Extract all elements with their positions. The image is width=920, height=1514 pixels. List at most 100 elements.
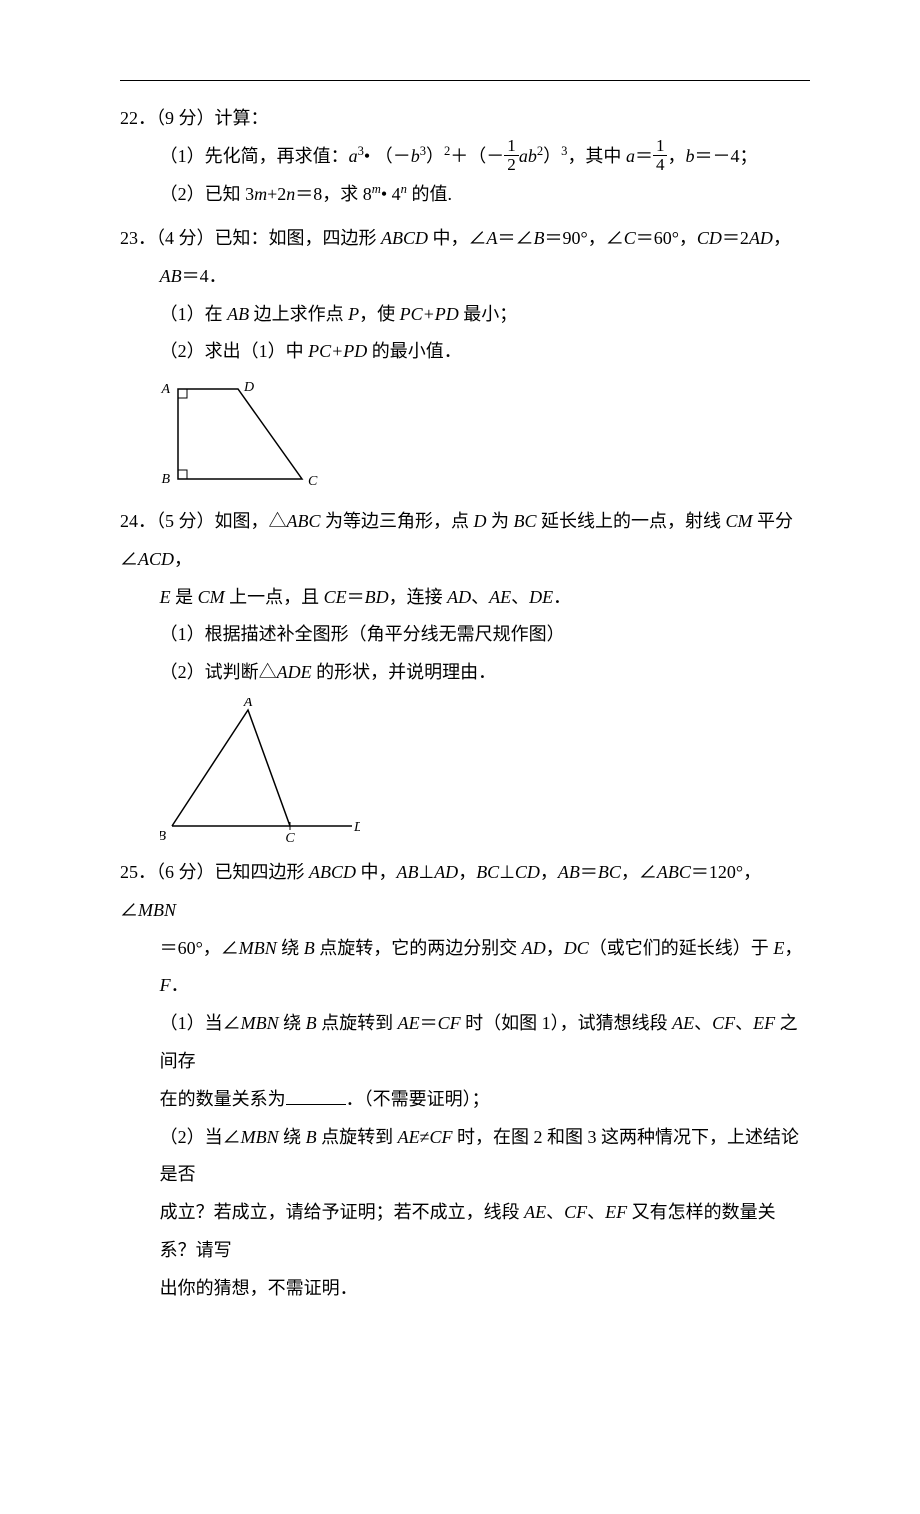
comma: ， — [174, 549, 192, 569]
q25-num: 25． — [120, 862, 156, 882]
numer: 1 — [504, 137, 519, 156]
question-25: 25．（6 分）已知四边形 ABCD 中，AB⊥AD，BC⊥CD，AB＝BC，∠… — [120, 854, 810, 1308]
eq: ＝ — [580, 862, 598, 882]
var: MBN — [239, 938, 277, 958]
comma: ， — [784, 938, 802, 958]
var-b: b — [411, 146, 420, 166]
var: EF — [753, 1013, 775, 1033]
text: +2 — [267, 184, 286, 204]
var: AD — [522, 938, 546, 958]
dot: • — [364, 146, 370, 166]
lpar: （－ — [375, 146, 411, 166]
denom: 4 — [653, 156, 668, 174]
fraction-half: 12 — [504, 137, 519, 174]
question-22: 22．（9 分）计算： （1）先化简，再求值：a3• （－b3）2＋（－12ab… — [120, 100, 810, 214]
text: ＝8，求 8 — [295, 184, 372, 204]
q25-part1-line1: （1）当∠MBN 绕 B 点旋转到 AE＝CF 时（如图 1），试猜想线段 AE… — [120, 1005, 810, 1081]
q23-pts: （4 分） — [156, 228, 215, 248]
text: 中，∠ — [428, 228, 487, 248]
var: BC — [514, 511, 537, 531]
q22-p1-label: （1） — [160, 146, 205, 166]
text: 为等边三角形，点 — [321, 511, 474, 531]
var-a: a — [626, 146, 635, 166]
q25-line2: ＝60°，∠MBN 绕 B 点旋转，它的两边分别交 AD，DC（或它们的延长线）… — [120, 930, 810, 1006]
q25-part2-line2: 成立？若成立，请给予证明；若不成立，线段 AE、CF、EF 又有怎样的数量关系？… — [120, 1194, 810, 1270]
op: ≠ — [420, 1127, 430, 1147]
text: ＝60°， — [636, 228, 697, 248]
q22-p2-label: （2） — [160, 184, 205, 204]
var: CD — [697, 228, 722, 248]
var: B — [306, 1127, 317, 1147]
question-23: 23．（4 分）已知：如图，四边形 ABCD 中，∠A＝∠B＝90°，∠C＝60… — [120, 220, 810, 497]
q22-header: 22．（9 分）计算： — [120, 100, 810, 138]
var: MBN — [241, 1127, 279, 1147]
svg-text:B: B — [160, 829, 166, 844]
q23-num: 23． — [120, 228, 156, 248]
text: 的值. — [407, 184, 452, 204]
text: 已知：如图，四边形 — [215, 228, 382, 248]
text: 边上求作点 — [249, 304, 348, 324]
text: ，使 — [359, 304, 400, 324]
sep: 、 — [471, 587, 489, 607]
comma: ， — [458, 862, 476, 882]
text: 延长线上的一点，射线 — [537, 511, 726, 531]
var: AB — [558, 862, 580, 882]
sep: 、 — [735, 1013, 753, 1033]
var: AB — [160, 266, 182, 286]
rpar: ） — [543, 146, 561, 166]
text: ． — [553, 587, 571, 607]
q23-line2: AB＝4． — [120, 258, 810, 296]
text: ，其中 — [567, 146, 626, 166]
var: EF — [605, 1202, 627, 1222]
sup-m: m — [372, 182, 381, 196]
text: 当∠ — [205, 1127, 241, 1147]
var: ABC — [287, 511, 321, 531]
eq: ＝ — [347, 587, 365, 607]
text: ＝60°，∠ — [160, 938, 239, 958]
sep: 、 — [694, 1013, 712, 1033]
question-24: 24．（5 分）如图，△ABC 为等边三角形，点 D 为 BC 延长线上的一点，… — [120, 503, 810, 848]
var: AE — [489, 587, 511, 607]
text: • 4 — [381, 184, 401, 204]
svg-text:D: D — [243, 380, 254, 395]
eq: ＝ — [635, 146, 653, 166]
q23-line1: 23．（4 分）已知：如图，四边形 ABCD 中，∠A＝∠B＝90°，∠C＝60… — [120, 220, 810, 258]
text: 已知四边形 — [215, 862, 310, 882]
var: AB — [227, 304, 249, 324]
q22-num: 22． — [120, 108, 156, 128]
op: ⊥ — [419, 862, 435, 882]
text: 已知 3 — [205, 184, 255, 204]
q22-part1: （1）先化简，再求值：a3• （－b3）2＋（－12ab2）3，其中 a＝14，… — [120, 138, 810, 176]
text: 点旋转到 — [317, 1013, 398, 1033]
sep: 、 — [587, 1202, 605, 1222]
svg-text:C: C — [308, 474, 318, 489]
var: BD — [365, 587, 389, 607]
text: 求出（1）中 — [205, 341, 309, 361]
rpar: ） — [426, 146, 444, 166]
var: CM — [726, 511, 753, 531]
q25-part2-line1: （2）当∠MBN 绕 B 点旋转到 AE≠CF 时，在图 2 和图 3 这两种情… — [120, 1119, 810, 1195]
label: （2） — [160, 662, 205, 682]
text: （或它们的延长线）于 — [589, 938, 774, 958]
q24-line1: 24．（5 分）如图，△ABC 为等边三角形，点 D 为 BC 延长线上的一点，… — [120, 503, 810, 579]
text: 的形状，并说明理由． — [312, 662, 497, 682]
q24-part2: （2）试判断△ADE 的形状，并说明理由． — [120, 654, 810, 692]
text: 试判断△ — [205, 662, 277, 682]
var: AE — [524, 1202, 546, 1222]
text: 绕 — [277, 938, 304, 958]
period: ． — [171, 975, 189, 995]
text: ＝90°，∠ — [545, 228, 624, 248]
q22-pts: （9 分） — [156, 108, 215, 128]
text: 根据描述补全图形（角平分线无需尺规作图） — [205, 624, 565, 644]
numer: 1 — [653, 137, 668, 156]
q24-line2: E 是 CM 上一点，且 CE＝BD，连接 AD、AE、DE． — [120, 579, 810, 617]
var: BC — [476, 862, 499, 882]
var: CM — [198, 587, 225, 607]
text: 上一点，且 — [225, 587, 324, 607]
text: 最小； — [459, 304, 518, 324]
var: MBN — [138, 900, 176, 920]
text: 是 — [171, 587, 198, 607]
q24-part1: （1）根据描述补全图形（角平分线无需尺规作图） — [120, 616, 810, 654]
var: AD — [749, 228, 773, 248]
text: 绕 — [279, 1127, 306, 1147]
